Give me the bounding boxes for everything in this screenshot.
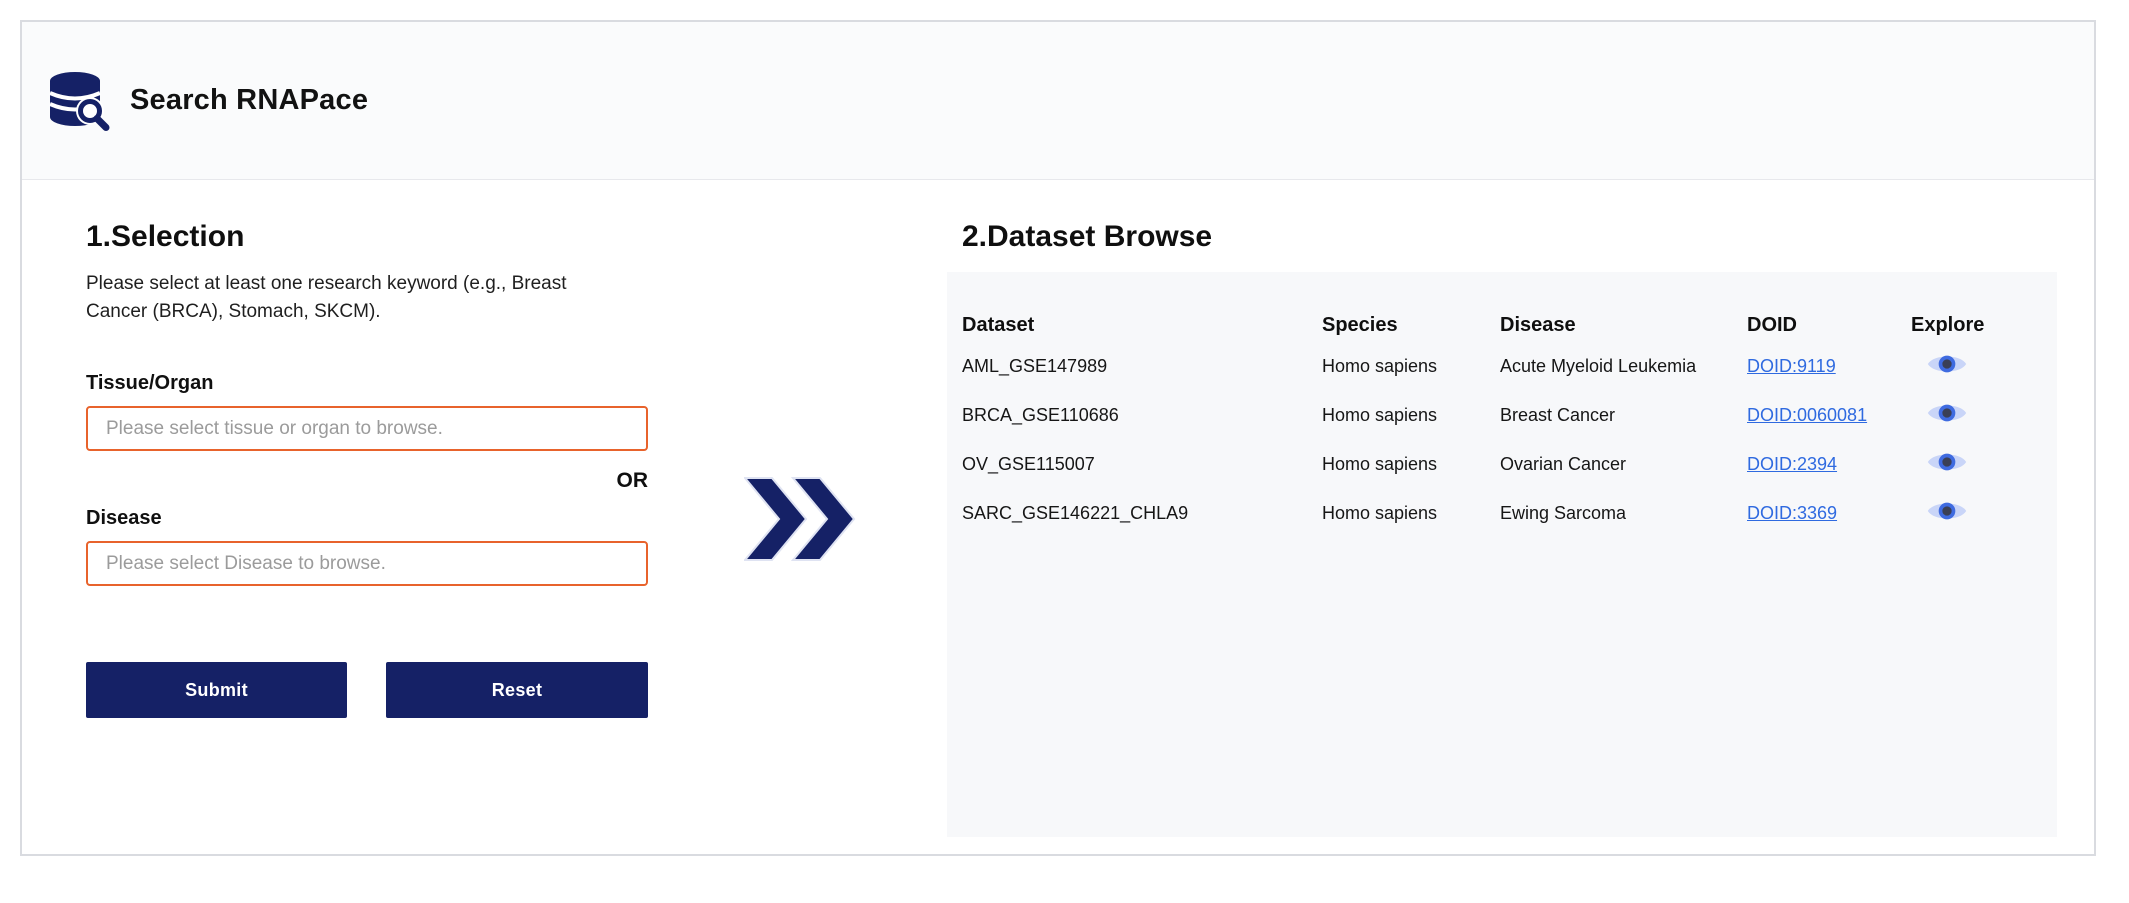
explore-eye-icon[interactable]	[1927, 497, 1967, 525]
table-row: AML_GSE147989 Homo sapiens Acute Myeloid…	[962, 342, 2057, 391]
selection-description: Please select at least one research keyw…	[86, 273, 567, 322]
table-row: BRCA_GSE110686 Homo sapiens Breast Cance…	[962, 391, 2057, 440]
double-chevron-right-icon	[742, 477, 856, 561]
dataset-cell: OV_GSE115007	[962, 454, 1095, 474]
dataset-cell: AML_GSE147989	[962, 356, 1108, 376]
disease-cell: Ewing Sarcoma	[1500, 503, 1627, 523]
doid-link[interactable]: DOID:2394	[1747, 454, 1838, 474]
dataset-table-header: Dataset Species Disease DOID Explore	[962, 308, 2057, 342]
explore-eye-icon[interactable]	[1927, 399, 1967, 427]
dataset-cell: SARC_GSE146221_CHLA9	[962, 503, 1189, 523]
submit-button[interactable]: Submit	[86, 662, 347, 718]
tissue-organ-label: Tissue/Organ	[86, 372, 214, 394]
doid-link[interactable]: DOID:0060081	[1747, 405, 1868, 425]
reset-button[interactable]: Reset	[386, 662, 648, 718]
explore-eye-icon[interactable]	[1927, 350, 1967, 378]
column-header-disease: Disease	[1500, 313, 1576, 336]
table-row: OV_GSE115007 Homo sapiens Ovarian Cancer…	[962, 440, 2057, 489]
species-cell: Homo sapiens	[1322, 356, 1438, 376]
disease-cell: Breast Cancer	[1500, 405, 1616, 425]
species-cell: Homo sapiens	[1322, 405, 1438, 425]
doid-link[interactable]: DOID:3369	[1747, 503, 1838, 523]
disease-cell: Acute Myeloid Leukemia	[1500, 356, 1697, 376]
doid-link[interactable]: DOID:9119	[1747, 356, 1836, 376]
dataset-cell: BRCA_GSE110686	[962, 405, 1119, 425]
dataset-table: Dataset Species Disease DOID Explore AML…	[947, 272, 2057, 837]
search-rnapace-panel: Search RNAPace 1.Selection Please select…	[20, 20, 2096, 856]
column-header-explore: Explore	[1911, 313, 1985, 336]
page-title: Search RNAPace	[130, 84, 369, 116]
column-header-doid: DOID	[1747, 313, 1797, 336]
disease-cell: Ovarian Cancer	[1500, 454, 1627, 474]
species-cell: Homo sapiens	[1322, 503, 1438, 523]
species-cell: Homo sapiens	[1322, 454, 1438, 474]
database-search-icon	[48, 71, 112, 131]
or-label: OR	[616, 469, 649, 492]
disease-label: Disease	[86, 507, 162, 529]
column-header-species: Species	[1322, 313, 1398, 336]
explore-eye-icon[interactable]	[1927, 448, 1967, 476]
table-row: SARC_GSE146221_CHLA9 Homo sapiens Ewing …	[962, 489, 2057, 538]
page-header: Search RNAPace	[22, 22, 2094, 180]
column-header-dataset: Dataset	[962, 313, 1035, 336]
disease-input[interactable]	[86, 541, 648, 586]
tissue-organ-input[interactable]	[86, 406, 648, 451]
dataset-browse-heading: 2.Dataset Browse	[962, 220, 1213, 253]
selection-heading: 1.Selection	[86, 220, 245, 253]
